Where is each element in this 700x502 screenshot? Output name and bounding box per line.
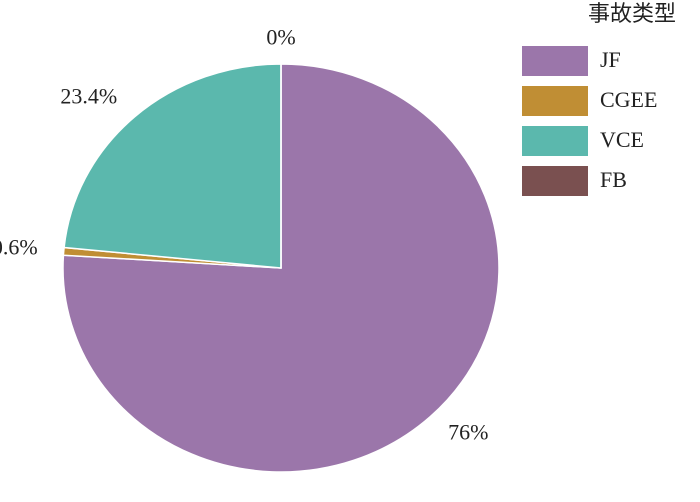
legend-title: 事故类型 (588, 1, 676, 26)
legend-label: CGEE (600, 87, 657, 112)
legend-label: JF (600, 47, 621, 72)
legend-label: FB (600, 167, 627, 192)
legend-swatch (522, 126, 588, 156)
pie-slice (63, 63, 282, 269)
data-label: 23.4% (60, 84, 117, 109)
legend-swatch (522, 166, 588, 196)
legend-label: VCE (600, 127, 644, 152)
data-label: 0.6% (0, 234, 38, 259)
data-label: 76% (448, 420, 488, 445)
legend-swatch (522, 86, 588, 116)
data-label: 0% (266, 25, 295, 50)
legend-swatch (522, 46, 588, 76)
